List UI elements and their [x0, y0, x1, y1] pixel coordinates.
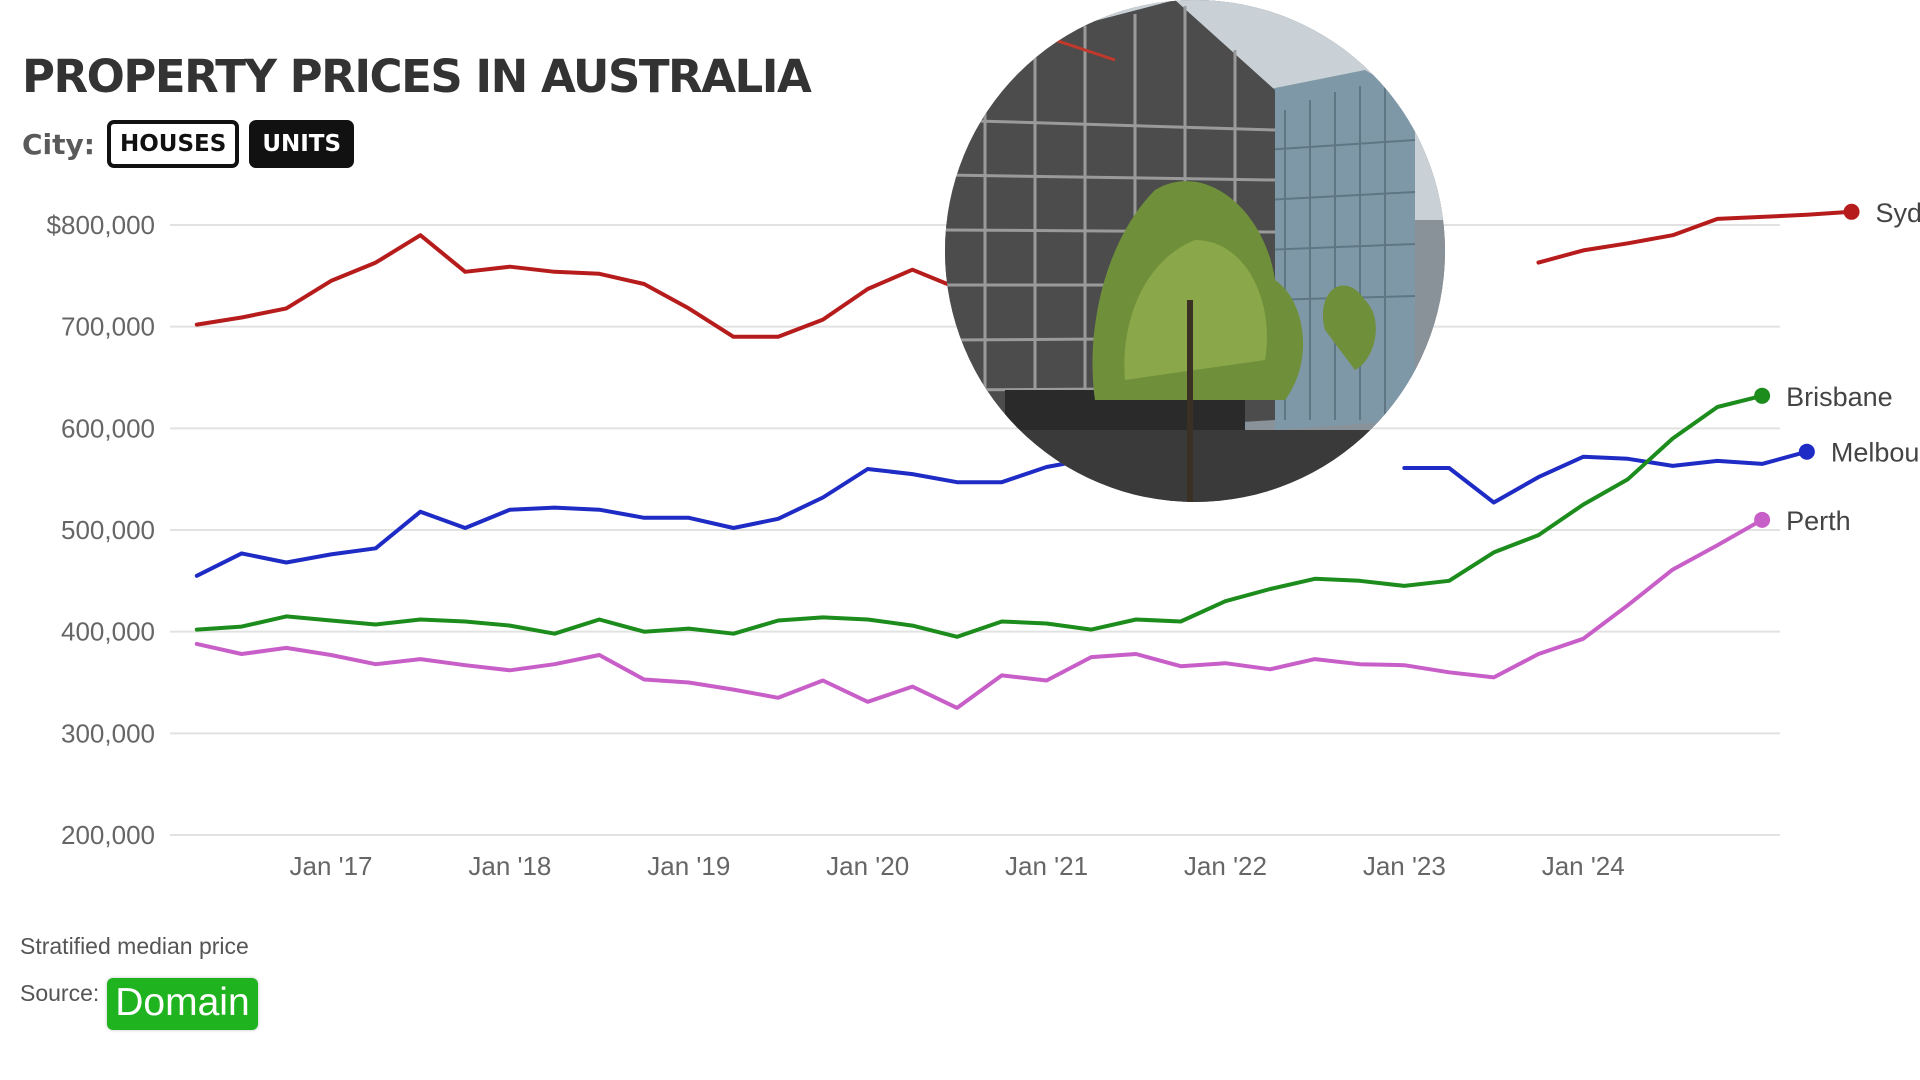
- series-label-perth: Perth: [1786, 506, 1851, 536]
- series-end-marker-melbourne: [1798, 443, 1815, 460]
- series-line-brisbane: [194, 393, 1765, 639]
- y-tick-label: $800,000: [47, 210, 155, 240]
- series-end-marker-sydney: [1843, 203, 1860, 220]
- series-line-sydney: [194, 209, 1854, 339]
- x-tick-label: Jan '21: [1005, 851, 1088, 881]
- series-lines: [194, 209, 1854, 710]
- series-label-brisbane: Brisbane: [1786, 382, 1893, 412]
- x-tick-label: Jan '18: [468, 851, 551, 881]
- units-button[interactable]: UNITS: [249, 120, 355, 168]
- houses-button[interactable]: HOUSES: [106, 120, 240, 168]
- y-tick-label: 500,000: [61, 515, 155, 545]
- source-label: Source:: [20, 980, 100, 1006]
- series-label-melbourne: Melbourne: [1831, 438, 1920, 468]
- series-end-marker-brisbane: [1754, 387, 1771, 404]
- y-axis-ticks: 200,000 300,000 400,000 500,000 600,000 700,0…: [47, 210, 155, 850]
- y-tick-label: 600,000: [61, 413, 155, 443]
- series-line-perth: [194, 517, 1765, 710]
- x-tick-label: Jan '23: [1363, 851, 1446, 881]
- x-axis-ticks: Jan '17 Jan '18 Jan '19 Jan '20 Jan '21 Jan '…: [289, 851, 1624, 881]
- x-tick-label: Jan '24: [1542, 851, 1625, 881]
- x-tick-label: Jan '20: [826, 851, 909, 881]
- property-type-toggle: City: HOUSES UNITS: [22, 120, 364, 168]
- x-tick-label: Jan '17: [289, 851, 372, 881]
- building-photo: [945, 0, 1445, 502]
- x-tick-label: Jan '19: [647, 851, 730, 881]
- y-tick-label: 400,000: [61, 617, 155, 647]
- series-end-marker-perth: [1754, 511, 1771, 528]
- y-tick-label: 700,000: [61, 312, 155, 342]
- y-tick-label: 200,000: [61, 820, 155, 850]
- footnote: Stratified median price: [20, 933, 249, 959]
- chart-title: PROPERTY PRICES IN AUSTRALIA: [22, 50, 812, 103]
- series-line-melbourne: [194, 449, 1809, 578]
- y-tick-label: 300,000: [61, 718, 155, 748]
- toggle-label: City:: [22, 127, 95, 161]
- x-tick-label: Jan '22: [1184, 851, 1267, 881]
- series-label-sydney: Sydney: [1876, 198, 1920, 228]
- domain-logo[interactable]: Domain: [107, 978, 258, 1030]
- series-end-labels: Sydney Melbourne Brisbane Perth: [1754, 198, 1920, 536]
- source: Source: Domain: [20, 978, 258, 1030]
